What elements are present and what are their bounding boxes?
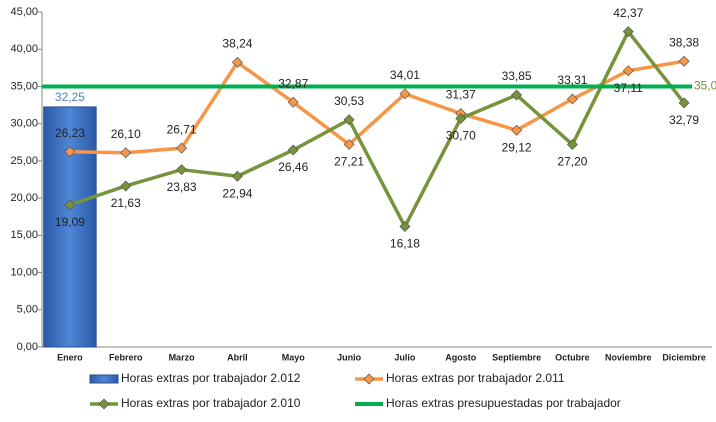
x-tick-label: Septiembre: [492, 352, 541, 362]
marker: [622, 26, 634, 38]
y-tick-label: 5,00: [17, 304, 38, 316]
data-label: 23,83: [167, 180, 197, 194]
x-tick-label: Junio: [337, 352, 362, 362]
marker: [511, 89, 523, 101]
marker: [287, 96, 299, 108]
marker: [343, 114, 355, 126]
legend-label: Horas extras por trabajador 2.010: [121, 396, 301, 410]
data-label: 29,12: [502, 140, 532, 154]
x-tick-label: Julio: [394, 352, 416, 362]
marker: [231, 170, 243, 182]
x-tick-label: Mayo: [282, 352, 306, 362]
legend-label: Horas extras presupuestadas por trabajad…: [386, 396, 621, 410]
marker: [511, 124, 523, 136]
data-label: 33,31: [557, 73, 587, 87]
legend-swatch: [89, 374, 119, 384]
x-tick-label: Octubre: [555, 352, 590, 362]
marker: [120, 147, 132, 159]
marker: [120, 180, 132, 192]
legend-label: Horas extras por trabajador 2.011: [386, 371, 565, 385]
x-tick-label: Agosto: [445, 352, 476, 362]
x-tick-label: Abril: [227, 352, 248, 362]
series-line: [69, 59, 685, 155]
y-tick-label: 10,00: [10, 266, 38, 278]
data-label: 35,00: [694, 79, 716, 93]
data-label: 32,25: [55, 90, 85, 104]
data-label: 32,87: [278, 76, 308, 90]
x-tick-label: Noviembre: [605, 352, 652, 362]
marker: [287, 144, 299, 156]
marker: [231, 56, 243, 68]
marker: [566, 139, 578, 151]
legend-label: Horas extras por trabajador 2.012: [121, 371, 301, 385]
data-label: 32,79: [669, 113, 699, 127]
data-label: 37,11: [614, 81, 643, 95]
data-label: 26,46: [278, 160, 308, 174]
y-tick-label: 20,00: [10, 192, 38, 204]
data-label: 27,21: [334, 155, 364, 169]
data-label: 31,37: [446, 88, 476, 102]
series-line: [69, 28, 686, 231]
legend-marker: [98, 398, 110, 410]
data-label: 22,94: [222, 186, 252, 200]
data-label: 26,71: [167, 122, 197, 136]
y-tick-label: 25,00: [10, 155, 38, 167]
marker: [566, 93, 578, 105]
marker: [399, 221, 411, 233]
y-tick-label: 15,00: [10, 229, 38, 241]
marker: [399, 88, 411, 100]
marker: [64, 146, 76, 158]
data-label: 38,38: [669, 35, 699, 49]
marker: [678, 97, 690, 109]
data-label: 21,63: [111, 196, 141, 210]
marker: [176, 164, 188, 176]
x-tick-label: Diciembre: [662, 352, 706, 362]
data-label: 30,70: [446, 129, 476, 143]
x-tick-label: Febrero: [109, 352, 143, 362]
marker: [176, 142, 188, 154]
legend-marker: [363, 373, 375, 385]
marker: [64, 199, 76, 211]
marker: [343, 138, 355, 150]
data-label: 34,01: [390, 68, 420, 82]
data-label: 27,20: [557, 155, 587, 169]
marker: [678, 55, 690, 67]
data-label: 26,10: [111, 127, 141, 141]
marker: [622, 65, 634, 77]
y-tick-label: 40,00: [10, 43, 38, 55]
x-tick-label: Marzo: [169, 352, 196, 362]
data-label: 38,24: [222, 36, 252, 50]
data-label: 42,37: [613, 6, 643, 20]
y-tick-label: 35,00: [10, 80, 38, 92]
data-label: 19,09: [55, 215, 85, 229]
y-tick-label: 30,00: [10, 118, 38, 130]
data-label: 33,85: [502, 69, 532, 83]
data-label: 26,23: [55, 126, 85, 140]
y-tick-label: 0,00: [17, 341, 38, 353]
x-tick-label: Enero: [57, 352, 83, 362]
data-label: 30,53: [334, 94, 364, 108]
data-label: 16,18: [390, 237, 420, 251]
y-tick-label: 45,00: [10, 6, 38, 18]
marker: [455, 112, 467, 124]
